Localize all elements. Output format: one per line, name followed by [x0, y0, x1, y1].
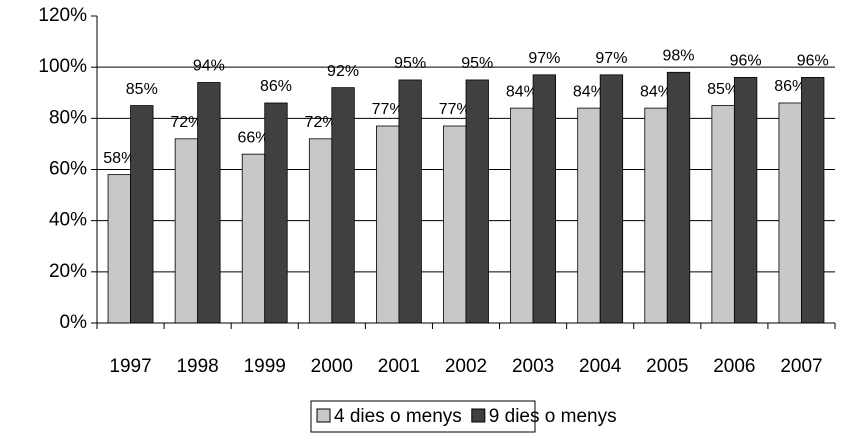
x-tick-label: 2007 — [780, 356, 822, 377]
y-tick-label: 20% — [49, 261, 87, 282]
bar — [241, 153, 266, 324]
x-tick-label: 2004 — [579, 356, 622, 377]
bar — [666, 71, 691, 324]
bar — [107, 174, 131, 324]
x-tick-label: 2000 — [311, 356, 353, 377]
bar — [174, 138, 199, 324]
value-label: 85% — [707, 81, 739, 98]
value-label: 92% — [327, 63, 359, 80]
value-label: 84% — [573, 83, 605, 100]
y-tick-label: 100% — [38, 56, 87, 77]
bar — [577, 107, 601, 324]
x-tick-label: 1998 — [176, 356, 218, 377]
bar — [130, 105, 154, 324]
bar — [264, 102, 288, 324]
value-label: 85% — [126, 81, 158, 98]
bar — [308, 138, 333, 324]
legend-swatch — [471, 408, 486, 423]
value-label: 95% — [394, 55, 426, 72]
value-label: 94% — [193, 58, 225, 75]
bar — [644, 107, 668, 324]
y-tick-label: 60% — [49, 159, 87, 180]
value-label: 77% — [439, 101, 471, 118]
bar — [398, 79, 422, 324]
legend-label: 9 dies o menys — [489, 406, 617, 427]
value-label: 97% — [595, 50, 627, 67]
y-tick-label: 40% — [49, 210, 87, 231]
bar — [532, 74, 556, 324]
bar — [331, 87, 355, 324]
value-label: 84% — [640, 83, 672, 100]
x-tick-label: 1999 — [244, 356, 286, 377]
value-label: 96% — [797, 53, 829, 70]
x-tick-label: 2003 — [512, 356, 554, 377]
y-tick-label: 0% — [60, 312, 88, 333]
x-tick-label: 2002 — [445, 356, 487, 377]
legend-label: 4 dies o menys — [334, 406, 462, 427]
value-label: 98% — [663, 48, 695, 65]
x-tick-label: 1997 — [109, 356, 151, 377]
value-label: 66% — [237, 129, 269, 146]
value-label: 84% — [506, 83, 538, 100]
x-tick-label: 2006 — [713, 356, 755, 377]
value-label: 72% — [305, 114, 337, 131]
x-tick-label: 2005 — [646, 356, 688, 377]
x-tick-label: 2001 — [378, 356, 420, 377]
value-label: 96% — [730, 53, 762, 70]
value-label: 86% — [260, 78, 292, 95]
bar — [711, 105, 735, 324]
value-label: 86% — [774, 78, 806, 95]
y-tick-label: 80% — [49, 107, 87, 128]
bar — [197, 82, 221, 324]
bar — [443, 125, 467, 324]
value-label: 97% — [528, 50, 560, 67]
value-label: 58% — [103, 150, 135, 167]
bar — [599, 74, 624, 324]
value-label: 72% — [170, 114, 202, 131]
legend-swatch — [316, 408, 331, 423]
bar — [376, 125, 400, 324]
y-tick-label: 120% — [38, 5, 87, 26]
bar — [778, 102, 802, 324]
bar — [733, 77, 758, 324]
value-label: 77% — [372, 101, 404, 118]
legend-box — [310, 400, 536, 433]
bar — [510, 107, 534, 324]
bar — [465, 79, 489, 324]
value-label: 95% — [461, 55, 493, 72]
bar — [801, 77, 825, 324]
